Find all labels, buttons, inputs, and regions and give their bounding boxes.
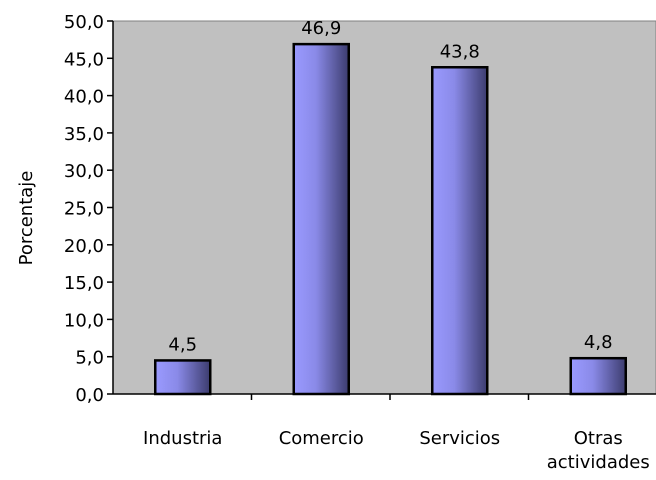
y-tick-label: 25,0 (64, 199, 104, 220)
x-category-label: Industria (143, 428, 222, 449)
bar-value-label: 43,8 (440, 41, 480, 62)
plot-area (112, 20, 656, 395)
bar (292, 42, 350, 396)
y-tick-label: 15,0 (64, 273, 104, 294)
y-tick-label: 0,0 (75, 385, 104, 406)
bar-value-label: 4,5 (168, 334, 197, 355)
y-tick-label: 45,0 (64, 49, 104, 70)
y-tick-label: 35,0 (64, 124, 104, 145)
y-tick-label: 50,0 (64, 12, 104, 33)
y-tick-label: 30,0 (64, 161, 104, 182)
x-category-label: Otras actividades (547, 428, 650, 473)
y-tick-label: 10,0 (64, 310, 104, 331)
bar (431, 66, 489, 396)
bar-value-label: 4,8 (584, 332, 613, 353)
bar (569, 356, 627, 396)
y-tick-label: 5,0 (75, 348, 104, 369)
y-axis-label: Porcentaje (16, 171, 37, 266)
y-tick-label: 40,0 (64, 87, 104, 108)
bar (154, 359, 212, 396)
y-tick-label: 20,0 (64, 236, 104, 257)
x-category-label: Comercio (279, 428, 364, 449)
x-category-label: Servicios (419, 428, 500, 449)
bar-value-label: 46,9 (301, 18, 341, 39)
